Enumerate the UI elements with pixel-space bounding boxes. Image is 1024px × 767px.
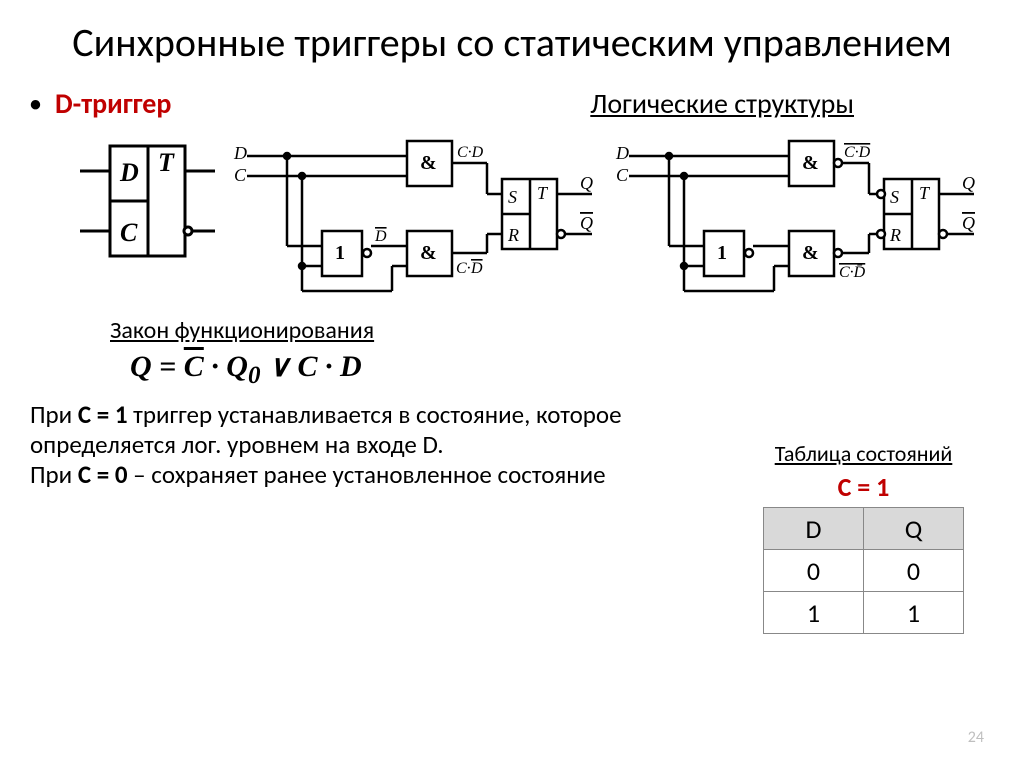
diagrams-row: D C T bbox=[70, 131, 984, 306]
f-d: D bbox=[340, 350, 362, 383]
d-trigger-bullet: • D-триггер bbox=[30, 86, 171, 121]
symbol-d-label: D bbox=[119, 158, 139, 187]
th-d: D bbox=[764, 508, 864, 550]
f-or: ∨ bbox=[260, 350, 297, 383]
c2-cdbar: C·D̄ bbox=[839, 264, 866, 281]
f-sub0: 0 bbox=[248, 362, 261, 389]
f-eq: = bbox=[152, 350, 184, 383]
c1-not: 1 bbox=[335, 242, 345, 264]
cell-1-1: 1 bbox=[864, 592, 964, 634]
c1-cdbar-d: D bbox=[470, 260, 483, 277]
symbol-diagram: D C T bbox=[70, 131, 220, 276]
bullet-text: D-триггер bbox=[55, 86, 171, 121]
c1-t: T bbox=[537, 183, 549, 203]
c-equals-1: C = 1 bbox=[763, 471, 964, 503]
symbol-t-label: T bbox=[158, 148, 175, 177]
c2-cd-top: C·D bbox=[844, 144, 871, 161]
f-q: Q bbox=[130, 350, 152, 383]
table-title: Таблица состояний bbox=[763, 440, 964, 467]
c2-s: S bbox=[890, 187, 899, 207]
c1-c: C bbox=[234, 165, 247, 185]
f-dot1: · bbox=[204, 350, 227, 383]
state-table-block: Таблица состояний C = 1 D Q 0 0 1 1 bbox=[763, 440, 964, 634]
c1-cdbar-pre: C· bbox=[456, 260, 471, 277]
th-q: Q bbox=[864, 508, 964, 550]
c1-s: S bbox=[508, 187, 517, 207]
p2-bold: C = 0 bbox=[78, 459, 128, 490]
table-row: 0 0 bbox=[764, 550, 964, 592]
f-dot2: · bbox=[317, 350, 340, 383]
cell-0-0: 0 bbox=[764, 550, 864, 592]
c1-q: Q bbox=[580, 173, 593, 193]
p2-prefix: При bbox=[30, 459, 78, 490]
p1-bold: C = 1 bbox=[78, 399, 128, 430]
c1-d: D bbox=[233, 143, 247, 163]
c2-and1: & bbox=[802, 152, 819, 174]
cell-1-0: 1 bbox=[764, 592, 864, 634]
f-cbar: C bbox=[184, 350, 204, 383]
symbol-c-label: C bbox=[120, 218, 138, 247]
c2-t: T bbox=[919, 183, 931, 203]
c2-qbar: Q bbox=[962, 213, 975, 233]
c2-and2: & bbox=[802, 242, 819, 264]
c2-c: C bbox=[616, 165, 629, 185]
page-number: 24 bbox=[968, 728, 984, 747]
circuit-1: D C & & 1 D C·D C· D S R T Q Q bbox=[232, 131, 602, 306]
state-table: D Q 0 0 1 1 bbox=[763, 507, 964, 634]
bullet-dot: • bbox=[30, 90, 41, 117]
law-title: Закон функционирования bbox=[110, 316, 994, 345]
c1-dbar: D bbox=[374, 228, 387, 245]
circuit-2: D C & & 1 C·D C·D̄ S R T Q Q bbox=[614, 131, 984, 306]
table-header-row: D Q bbox=[764, 508, 964, 550]
p1-prefix: При bbox=[30, 399, 78, 430]
formula: Q = C · Q0 ∨ C · D bbox=[130, 349, 994, 390]
c1-and2: & bbox=[420, 242, 437, 264]
c2-d: D bbox=[615, 143, 629, 163]
subtitle-row: • D-триггер Логические структуры bbox=[30, 86, 994, 121]
c1-and1: & bbox=[420, 152, 437, 174]
c1-r: R bbox=[507, 225, 519, 245]
page-title: Синхронные триггеры со статическим управ… bbox=[30, 20, 994, 66]
c2-q: Q bbox=[962, 173, 975, 193]
logic-structures-title: Логические структуры bbox=[590, 86, 854, 121]
f-c: C bbox=[297, 350, 317, 383]
body-text: При C = 1 триггер устанавливается в сост… bbox=[30, 400, 630, 490]
p2-rest: – сохраняет ранее установленное состояни… bbox=[128, 459, 606, 490]
f-q0: Q bbox=[226, 350, 248, 383]
c1-cd: C·D bbox=[457, 144, 484, 161]
c2-not: 1 bbox=[717, 242, 727, 264]
table-row: 1 1 bbox=[764, 592, 964, 634]
c1-qbar: Q bbox=[580, 213, 593, 233]
cell-0-1: 0 bbox=[864, 550, 964, 592]
c2-r: R bbox=[889, 225, 901, 245]
